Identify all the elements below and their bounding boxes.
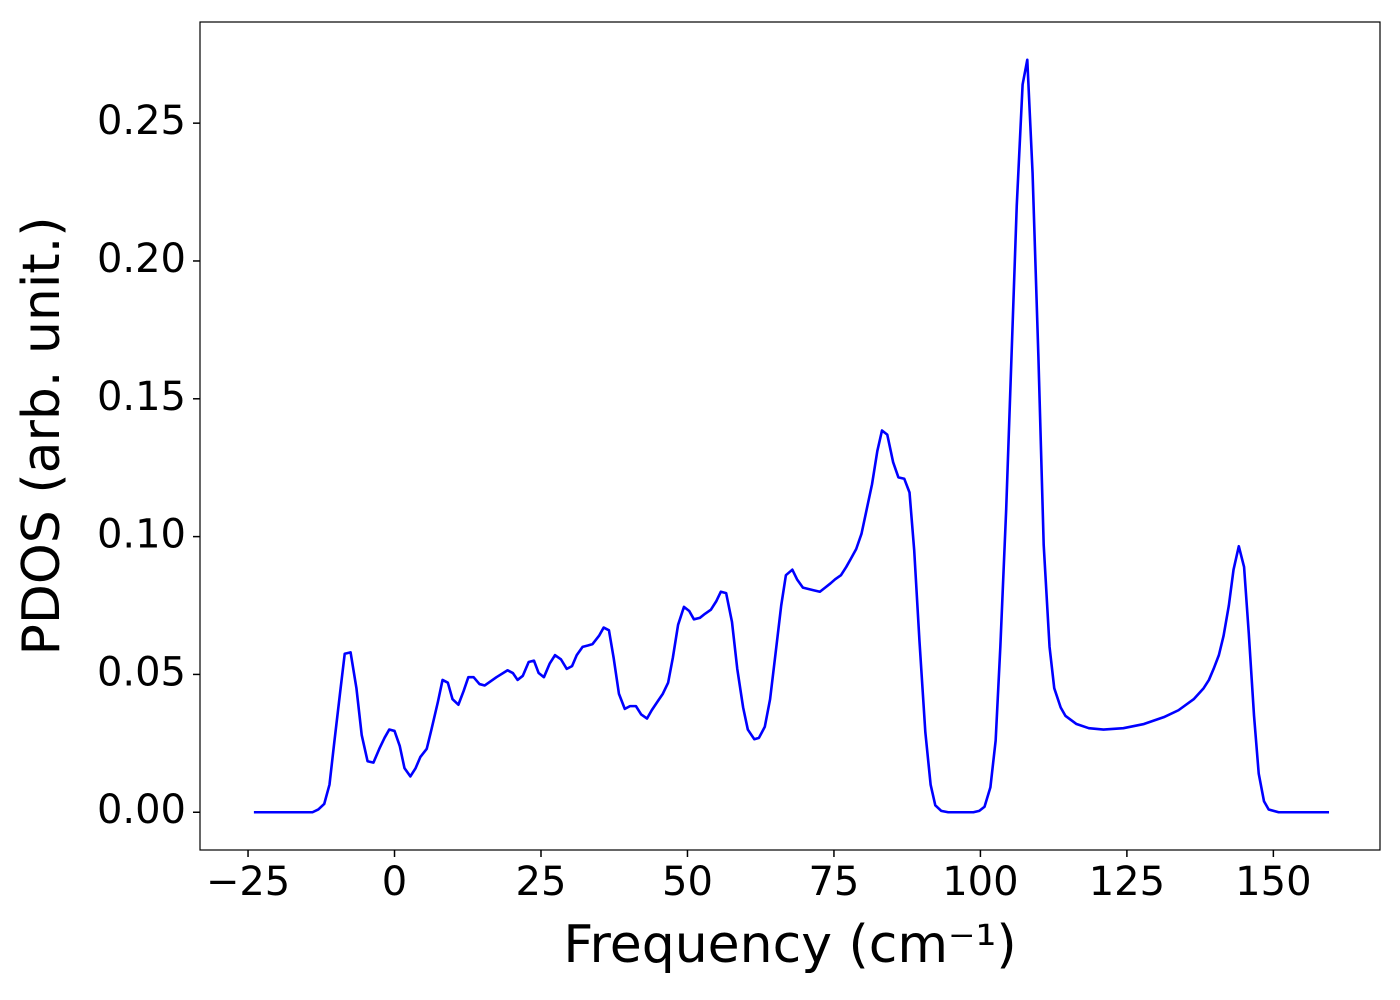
y-tick-label: 0.25	[97, 98, 186, 144]
y-tick-label: 0.20	[97, 236, 186, 282]
x-tick-label: −25	[206, 859, 290, 905]
x-tick-label: 150	[1235, 859, 1311, 905]
y-tick-label: 0.05	[97, 649, 186, 695]
x-axis-label: Frequency (cm⁻¹)	[563, 915, 1016, 975]
y-tick-label: 0.15	[97, 374, 186, 420]
y-axis-label: PDOS (arb. unit.)	[12, 216, 72, 655]
x-tick-label: 125	[1089, 859, 1165, 905]
y-tick-label: 0.00	[97, 787, 186, 833]
x-tick-label: 0	[382, 859, 407, 905]
line	[253, 58, 1330, 814]
y-tick-label: 0.10	[97, 512, 186, 558]
x-tick-label: 50	[662, 859, 713, 905]
x-tick-label: 75	[808, 859, 859, 905]
x-tick-label: 25	[516, 859, 567, 905]
plot-frame	[199, 21, 1381, 851]
x-tick-label: 100	[942, 859, 1018, 905]
